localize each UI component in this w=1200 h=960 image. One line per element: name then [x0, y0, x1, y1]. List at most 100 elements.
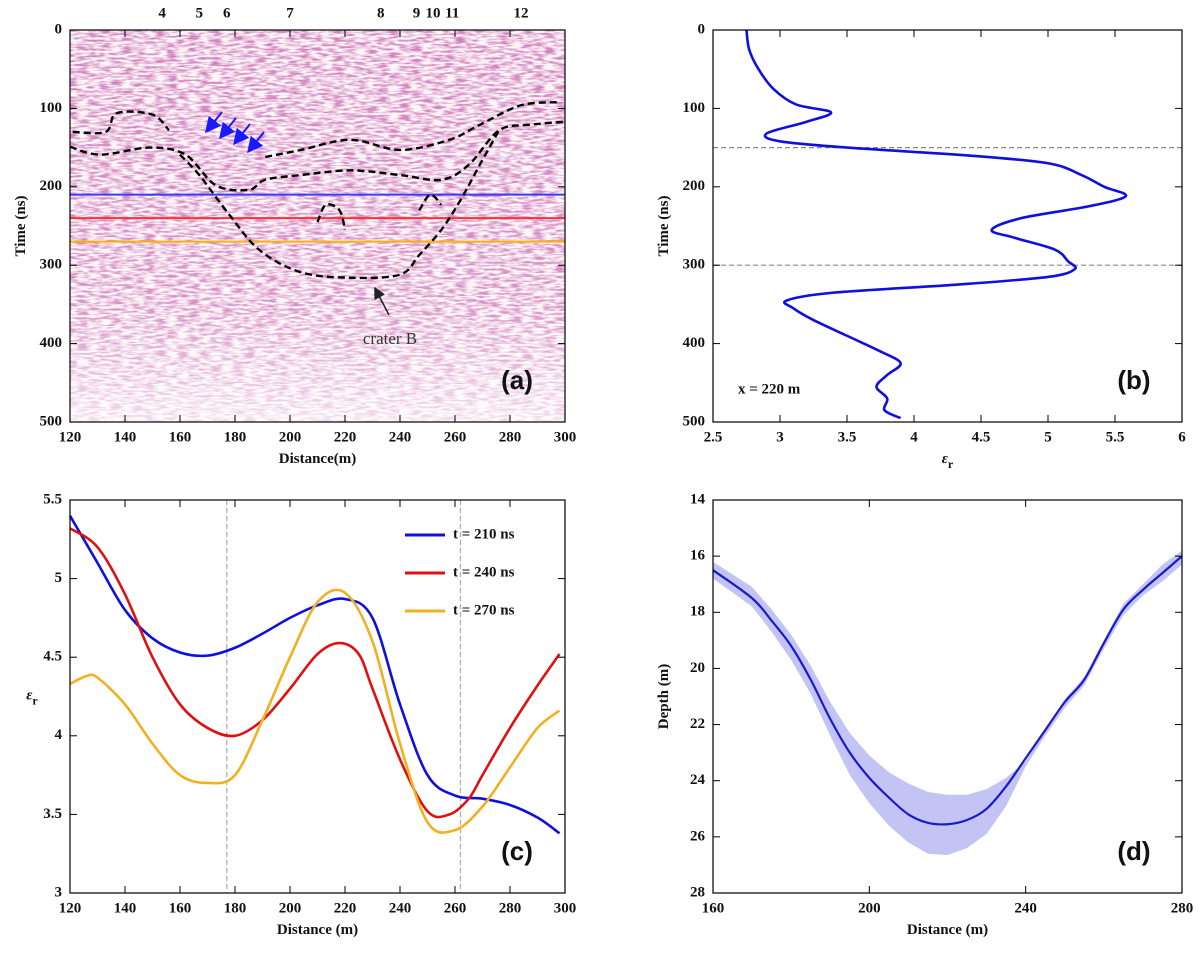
panel-label: (d)	[1117, 836, 1150, 866]
axes-frame	[69, 499, 566, 894]
legend-label: t = 270 ns	[453, 602, 515, 618]
x-tick-label: 4	[910, 429, 918, 445]
radargram	[70, 30, 565, 422]
x-tick-label: 280	[499, 429, 522, 445]
boundary-contour	[265, 100, 560, 159]
panel: 120 140 160 180 200 220 240 260 280 300 3 3.5 4 4.5 5 5…	[26, 491, 576, 938]
blue-arrows	[205, 111, 265, 154]
annotation-arrow	[374, 286, 390, 316]
x-tick-label: 300	[554, 900, 577, 916]
y-tick-label: 16	[690, 548, 706, 564]
y-tick-label: 24	[690, 772, 706, 788]
x-tick-label: 200	[279, 429, 302, 445]
trace-marker-label: 4	[158, 5, 166, 21]
y-tick-label: 200	[683, 178, 706, 194]
boundary-contour	[316, 203, 347, 231]
y-axis-label: Depth (m)	[656, 664, 672, 729]
annotation: crater B	[363, 329, 417, 348]
y-tick-label: 100	[40, 100, 63, 116]
x-tick-label: 220	[334, 900, 357, 916]
y-axis-label-text: ε	[26, 688, 33, 704]
x-tick-label: 220	[334, 429, 357, 445]
trace-marker-label: 10	[426, 5, 441, 21]
annotation: x = 220 m	[738, 381, 801, 397]
y-tick-label: 500	[40, 413, 63, 429]
legend-label: t = 240 ns	[453, 564, 515, 580]
panel-label: (b)	[1117, 365, 1150, 395]
trace-marker-label: 6	[223, 5, 231, 21]
boundary-contour	[179, 129, 501, 280]
x-tick-label: 160	[169, 429, 192, 445]
y-tick-label: 5.5	[43, 491, 62, 507]
plot-area	[70, 100, 565, 280]
y-tick-label: 22	[690, 716, 705, 732]
x-tick-label: 300	[554, 429, 577, 445]
axes-frame	[712, 29, 1183, 423]
x-tick-label: 240	[389, 429, 412, 445]
axes-frame	[69, 29, 566, 423]
y-axis-label: εr	[26, 688, 38, 707]
x-tick-label: 3	[776, 429, 784, 445]
y-axis-label-text: Time (ns)	[13, 196, 29, 257]
x-tick-label: 280	[499, 900, 522, 916]
panel: 160 200 240 280 14 16 18 20 22 24 26 28 Distance (m)…	[656, 491, 1193, 938]
y-tick-label: 500	[683, 413, 706, 429]
x-tick-label: 280	[1171, 900, 1194, 916]
x-tick-label: 6	[1178, 429, 1186, 445]
x-tick-label: 160	[702, 900, 725, 916]
boundary-contour	[72, 110, 170, 135]
data-line	[69, 527, 561, 819]
axes-frame	[712, 499, 1183, 894]
x-tick-label: 5.5	[1106, 429, 1125, 445]
data-line	[69, 588, 561, 834]
x-axis-label-text: ε	[942, 451, 949, 467]
y-axis-label: Time (ns)	[656, 196, 672, 257]
x-axis-label-text: Distance(m)	[279, 451, 356, 467]
x-tick-label: 140	[114, 900, 137, 916]
data-line	[68, 515, 561, 835]
y-tick-label: 0	[698, 21, 706, 37]
x-axis-label-text: Distance (m)	[277, 922, 358, 938]
x-axis-label: Distance (m)	[277, 922, 358, 938]
x-tick-label: 240	[1014, 900, 1037, 916]
x-tick-label: 200	[279, 900, 302, 916]
panel: 120 140 160 180 200 220 240 260 280 300 0 100 200 300…	[13, 5, 576, 467]
y-tick-label: 18	[690, 604, 705, 620]
y-tick-label: 5	[55, 570, 63, 586]
trace-marker-label: 8	[377, 5, 385, 21]
x-tick-label: 240	[389, 900, 412, 916]
x-axis-label: εr	[942, 451, 954, 470]
panel-label: (c)	[501, 836, 533, 866]
x-axis-label: Distance (m)	[907, 922, 988, 938]
y-tick-label: 4.5	[43, 649, 62, 665]
data-line	[745, 29, 1128, 420]
y-tick-label: 400	[683, 335, 706, 351]
x-tick-label: 5	[1044, 429, 1052, 445]
panel-label: (a)	[501, 365, 533, 395]
x-tick-label: 160	[169, 900, 192, 916]
y-tick-label: 200	[40, 178, 63, 194]
plot-area	[68, 500, 561, 893]
trace-marker-label: 7	[286, 5, 294, 21]
x-tick-label: 3.5	[838, 429, 857, 445]
trace-marker-label: 9	[413, 5, 421, 21]
y-tick-label: 14	[690, 491, 706, 507]
y-tick-label: 300	[40, 257, 63, 273]
y-axis-label-text: Depth (m)	[656, 664, 672, 729]
x-tick-label: 2.5	[704, 429, 723, 445]
x-axis-label-sub: r	[948, 457, 954, 471]
uncertainty-band	[713, 550, 1182, 856]
y-tick-label: 300	[683, 257, 706, 273]
legend-label: t = 210 ns	[453, 526, 515, 542]
y-axis-label-text: Time (ns)	[656, 196, 672, 257]
x-axis-label: Distance(m)	[279, 451, 356, 467]
y-tick-label: 3	[55, 884, 63, 900]
data-line	[712, 555, 1183, 826]
y-tick-label: 20	[690, 660, 705, 676]
y-tick-label: 28	[690, 884, 705, 900]
trace-marker-label: 11	[445, 5, 459, 21]
y-axis-label: Time (ns)	[13, 196, 29, 257]
x-tick-label: 180	[224, 900, 247, 916]
y-tick-label: 26	[690, 828, 706, 844]
